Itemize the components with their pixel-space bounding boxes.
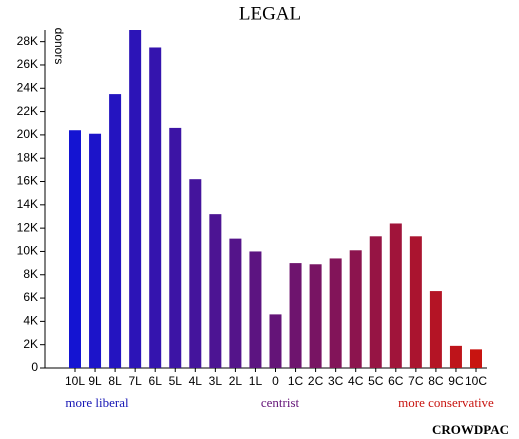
bar: [389, 223, 402, 368]
bar: [449, 345, 462, 368]
x-tick-label: 0: [272, 374, 279, 388]
bar: [89, 133, 102, 368]
annotation: more liberal: [65, 395, 129, 410]
y-tick-label: 2K: [23, 337, 38, 351]
y-tick-label: 10K: [17, 244, 38, 258]
y-tick-label: 18K: [17, 150, 38, 164]
y-tick-label: 24K: [17, 80, 38, 94]
bar: [309, 264, 322, 368]
x-tick-label: 5C: [368, 374, 384, 388]
x-tick-label: 3C: [328, 374, 344, 388]
bar: [169, 127, 182, 369]
bar: [189, 179, 202, 368]
y-tick-label: 22K: [17, 104, 38, 118]
bar: [129, 30, 142, 368]
x-tick-label: 4L: [189, 374, 203, 388]
x-tick-label: 2L: [229, 374, 243, 388]
bar: [109, 94, 122, 368]
y-tick-label: 26K: [17, 57, 38, 71]
chart-title: LEGAL: [239, 3, 301, 24]
y-axis-label: donors: [52, 28, 66, 65]
y-tick-label: 20K: [17, 127, 38, 141]
annotation: more conservative: [398, 395, 494, 410]
x-tick-label: 8C: [428, 374, 444, 388]
y-tick-label: 12K: [17, 220, 38, 234]
x-tick-label: 7L: [128, 374, 142, 388]
y-tick-label: 16K: [17, 174, 38, 188]
bar: [149, 47, 162, 368]
x-tick-label: 1C: [288, 374, 304, 388]
y-tick-label: 8K: [23, 267, 38, 281]
x-tick-label: 5L: [169, 374, 183, 388]
annotation: centrist: [261, 395, 300, 410]
y-tick-label: 14K: [17, 197, 38, 211]
bar: [429, 291, 442, 368]
bar: [409, 236, 422, 368]
bar: [329, 258, 342, 368]
bar: [249, 251, 262, 368]
x-tick-label: 9L: [88, 374, 102, 388]
x-tick-label: 7C: [408, 374, 424, 388]
x-tick-label: 1L: [249, 374, 263, 388]
x-tick-label: 8L: [108, 374, 122, 388]
x-tick-label: 10C: [465, 374, 487, 388]
bar: [289, 263, 302, 368]
y-tick-label: 4K: [23, 314, 38, 328]
x-tick-label: 4C: [348, 374, 364, 388]
x-tick-label: 6L: [149, 374, 163, 388]
bar: [369, 236, 382, 368]
bar: [69, 130, 81, 368]
x-tick-label: 6C: [388, 374, 404, 388]
bar: [269, 314, 282, 368]
x-tick-label: 10L: [65, 374, 85, 388]
bar: [470, 349, 482, 368]
x-tick-label: 2C: [308, 374, 324, 388]
y-tick-label: 6K: [23, 290, 38, 304]
y-tick-label: 0: [31, 360, 38, 374]
bar: [209, 214, 222, 368]
y-tick-label: 28K: [17, 34, 38, 48]
x-tick-label: 9C: [448, 374, 464, 388]
bar: [349, 250, 362, 368]
credit: CROWDPAC: [432, 422, 509, 437]
bar: [229, 238, 242, 368]
x-tick-label: 3L: [209, 374, 223, 388]
